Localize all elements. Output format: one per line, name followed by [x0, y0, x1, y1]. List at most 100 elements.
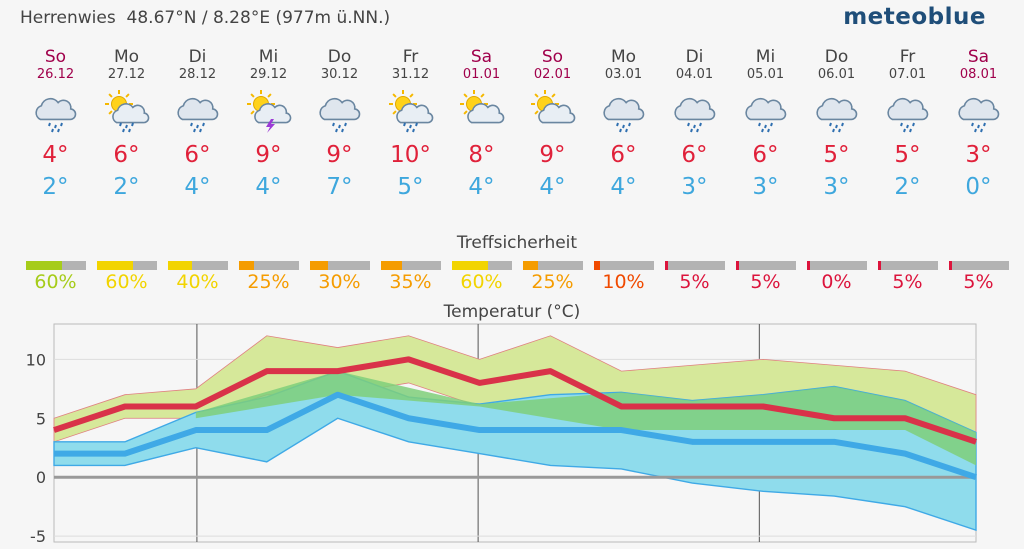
day-column[interactable]: Mo 27.12 6° 2°: [91, 48, 162, 206]
max-temp: 4°: [42, 142, 69, 168]
day-column[interactable]: Sa 01.01 8° 4°: [446, 48, 517, 206]
max-temp-line: [53, 356, 977, 445]
temperature-title: Temperatur (°C): [443, 302, 581, 322]
day-date: 28.12: [178, 67, 217, 82]
min-temp-point: [195, 429, 197, 431]
day-column[interactable]: Mo 03.01 6° 4°: [588, 48, 659, 206]
day-column[interactable]: Di 28.12 6° 4°: [162, 48, 233, 206]
day-date: 29.12: [249, 67, 288, 82]
max-temp: 6°: [113, 142, 140, 168]
day-column[interactable]: Do 06.01 5° 3°: [801, 48, 872, 206]
confidence-bar-fill: [97, 261, 133, 270]
day-date: 04.01: [675, 67, 714, 82]
confidence-bar-fill: [523, 261, 538, 270]
confidence-bar-fill: [736, 261, 739, 270]
max-temp: 5°: [894, 142, 921, 168]
day-column[interactable]: Fr 31.12 10° 5°: [375, 48, 446, 206]
day-name: Mo: [113, 47, 140, 67]
rain-cloud-icon: [162, 86, 233, 136]
rain-cloud-icon: [872, 86, 943, 136]
min-temp: 5°: [397, 174, 424, 200]
confidence-percent: 60%: [460, 271, 503, 293]
rain-cloud-icon: [943, 86, 1014, 136]
day-column[interactable]: So 02.01 9° 4°: [517, 48, 588, 206]
min-temp-point: [337, 394, 339, 396]
max-temp: 10°: [390, 142, 431, 168]
confidence-bar-fill: [594, 261, 600, 270]
day-column[interactable]: Sa 08.01 3° 0°: [943, 48, 1014, 206]
confidence-percent: 5%: [963, 271, 994, 293]
confidence-percent: 5%: [679, 271, 710, 293]
day-name: Do: [327, 47, 352, 67]
day-date: 07.01: [888, 67, 927, 82]
y-tick-label: 10: [26, 350, 46, 369]
max-temp-point: [337, 370, 339, 372]
day-column[interactable]: So 26.12 4° 2°: [20, 48, 91, 206]
day-date: 03.01: [604, 67, 643, 82]
max-temp: 6°: [752, 142, 779, 168]
max-temp-point: [762, 405, 764, 407]
max-temp-point: [691, 405, 693, 407]
day-name: Mi: [755, 47, 776, 67]
day-name: Sa: [470, 47, 493, 67]
day-name: Mi: [258, 47, 279, 67]
max-temp: 6°: [184, 142, 211, 168]
confidence-bar: [878, 261, 938, 270]
confidence-bar-fill: [949, 261, 952, 270]
day-column[interactable]: Mi 05.01 6° 3°: [730, 48, 801, 206]
day-date: 06.01: [817, 67, 856, 82]
confidence-bar-fill: [239, 261, 254, 270]
max-temp: 6°: [681, 142, 708, 168]
max-temp-point: [975, 441, 977, 443]
meteoblue-logo[interactable]: meteoblue: [843, 4, 986, 30]
location-coords: 48.67°N / 8.28°E (977m ü.NN.): [126, 8, 391, 28]
confidence-bar-fill: [310, 261, 328, 270]
max-temp: 9°: [539, 142, 566, 168]
max-temp-point: [904, 417, 906, 419]
day-name: Do: [824, 47, 849, 67]
rain-cloud-icon: [659, 86, 730, 136]
min-temp-point: [124, 453, 126, 455]
confidence-bar-fill: [26, 261, 62, 270]
overlap-band: [195, 371, 976, 466]
day-column[interactable]: Do 30.12 9° 7°: [304, 48, 375, 206]
confidence-percent: 40%: [176, 271, 219, 293]
day-date: 05.01: [746, 67, 785, 82]
location-header: Herrenwies 48.67°N / 8.28°E (977m ü.NN.): [20, 8, 390, 28]
confidence-bar: [594, 261, 654, 270]
day-name: So: [541, 47, 564, 67]
min-temp-point: [904, 453, 906, 455]
day-column[interactable]: Di 04.01 6° 3°: [659, 48, 730, 206]
day-name: Mo: [610, 47, 637, 67]
day-date: 26.12: [36, 67, 75, 82]
min-temp: 0°: [965, 174, 992, 200]
confidence-bar: [665, 261, 725, 270]
min-temp: 2°: [894, 174, 921, 200]
confidence-percent: 60%: [34, 271, 77, 293]
max-temp-point: [124, 405, 126, 407]
min-temp-point: [620, 429, 622, 431]
max-temp: 8°: [468, 142, 495, 168]
confidence-percent: 5%: [750, 271, 781, 293]
day-forecast-row: So 26.12 4° 2° 60% Mo 27.12 6° 2° 60% Di 28.12 6° 4° 4…: [20, 48, 1014, 293]
min-temp-point: [975, 476, 977, 478]
y-tick-label: 0: [36, 468, 46, 487]
day-column[interactable]: Fr 07.01 5° 2°: [872, 48, 943, 206]
sun-thunder-icon: [233, 86, 304, 136]
confidence-percent: 0%: [821, 271, 852, 293]
confidence-bar: [949, 261, 1009, 270]
confidence-bar: [26, 261, 86, 270]
min-temp-point: [266, 429, 268, 431]
min-temp: 3°: [752, 174, 779, 200]
min-temp: 4°: [539, 174, 566, 200]
confidence-bar-fill: [807, 261, 810, 270]
max-temp-point: [408, 358, 410, 360]
day-column[interactable]: Mi 29.12 9° 4°: [233, 48, 304, 206]
sun-cloud-icon: [446, 86, 517, 136]
confidence-percent: 60%: [105, 271, 148, 293]
confidence-percent: 25%: [531, 271, 574, 293]
max-temp-point: [479, 382, 481, 384]
max-temp-point: [620, 405, 622, 407]
day-date: 01.01: [462, 67, 501, 82]
day-date: 08.01: [959, 67, 998, 82]
